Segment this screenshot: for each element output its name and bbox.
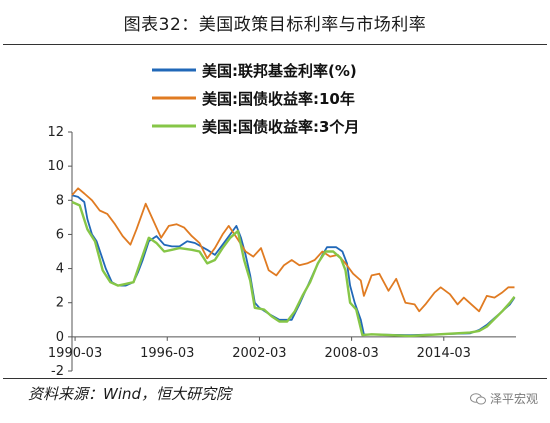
x-tick-label: 2002-03 [232,346,286,361]
y-tick-label: 0 [56,330,64,345]
legend-label: 美国:国债收益率:10年 [202,90,355,108]
title-divider [3,44,547,45]
x-tick-label: 2014-03 [417,346,471,361]
y-tick-label: 10 [47,159,64,174]
chart: -2 0 2 4 6 8 10 12 1990-03 1996-03 2002-03 2008-03 2… [47,62,516,376]
y-tick-label: 12 [47,125,64,140]
y-tick-label: 6 [56,227,64,242]
source-note: 资料来源：Wind，恒大研究院 [28,385,232,403]
wechat-badge: 泽平宏观 [469,390,538,407]
x-tick-label: 1990-03 [48,346,102,361]
y-tick-label: 2 [56,296,64,311]
legend-label: 美国:联邦基金利率(%) [202,62,357,80]
badge-label: 泽平宏观 [489,392,538,406]
x-tick-label: 2008-03 [324,346,378,361]
series-line [71,187,515,313]
legend-label: 美国:国债收益率:3个月 [202,118,359,136]
series-line [71,200,516,338]
y-tick-label: 4 [56,262,64,277]
y-tick-label: -2 [51,364,64,376]
y-tick-label: 8 [56,193,64,208]
footer-divider [3,378,547,379]
wechat-icon [469,392,486,404]
x-tick-label: 1996-03 [140,346,194,361]
page-title: 图表32：美国政策目标利率与市场利率 [123,15,427,35]
